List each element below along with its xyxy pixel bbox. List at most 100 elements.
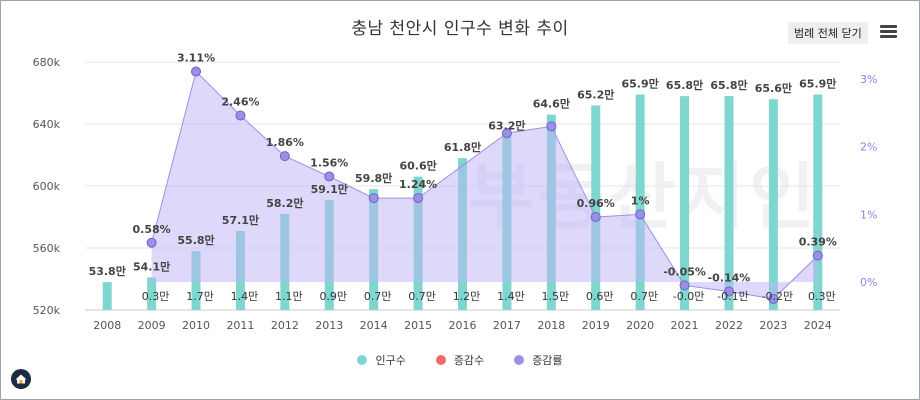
rate-point[interactable] — [368, 193, 379, 204]
population-bar[interactable] — [813, 94, 823, 310]
population-label: 53.8만 — [89, 264, 126, 278]
rate-label: 1% — [631, 194, 650, 207]
rate-label: -0.14% — [708, 271, 751, 284]
change-label: 1.4만 — [497, 290, 525, 303]
change-label: 1.5만 — [542, 290, 570, 303]
x-tick-label: 2017 — [493, 319, 521, 332]
rate-point[interactable] — [324, 171, 335, 182]
y-left-tick-label: 600k — [33, 180, 61, 193]
rate-point[interactable] — [279, 151, 290, 162]
legend-toggle-button[interactable]: 범례 전체 닫기 — [788, 22, 868, 44]
population-label: 65.8만 — [710, 78, 747, 92]
population-label: 65.8만 — [666, 78, 703, 92]
population-label: 61.8만 — [444, 140, 481, 154]
change-label: 0.3만 — [142, 290, 170, 303]
population-label: 54.1만 — [133, 259, 170, 273]
rate-point[interactable] — [768, 293, 779, 304]
x-tick-label: 2021 — [671, 319, 699, 332]
x-tick-label: 2023 — [759, 319, 787, 332]
x-tick-label: 2011 — [226, 319, 254, 332]
change-label: 0.7만 — [364, 290, 392, 303]
population-label: 63.2만 — [488, 118, 525, 132]
hamburger-menu-icon[interactable] — [880, 25, 897, 39]
x-tick-label: 2015 — [404, 319, 432, 332]
legend-item-change[interactable]: 증감수 — [435, 352, 485, 368]
home-icon[interactable] — [11, 369, 31, 389]
y-left-tick-label: 680k — [33, 56, 61, 69]
population-label: 64.6만 — [533, 97, 570, 111]
y-left-tick-label: 520k — [33, 304, 61, 317]
x-tick-label: 2020 — [626, 319, 654, 332]
rate-point[interactable] — [191, 66, 202, 77]
rate-point[interactable] — [546, 121, 557, 132]
chart-legend: 인구수 증감수 증감률 — [0, 352, 920, 368]
population-label: 60.6만 — [399, 159, 436, 173]
rate-label: 1.56% — [310, 156, 348, 169]
x-tick-label: 2016 — [449, 319, 477, 332]
x-tick-label: 2012 — [271, 319, 299, 332]
legend-marker-population — [357, 355, 368, 365]
x-tick-label: 2010 — [182, 319, 210, 332]
y-left-tick-label: 560k — [33, 242, 61, 255]
change-label: 1.4만 — [231, 290, 259, 303]
rate-point[interactable] — [723, 286, 734, 297]
x-tick-label: 2022 — [715, 319, 743, 332]
population-bar[interactable] — [768, 99, 778, 310]
legend-item-rate[interactable]: 증감률 — [514, 352, 563, 368]
x-tick-label: 2008 — [93, 319, 121, 332]
legend-marker-change — [435, 355, 446, 365]
population-bar[interactable] — [635, 94, 645, 310]
rate-point[interactable] — [590, 212, 601, 223]
change-label: -0.2만 — [762, 290, 794, 303]
chart-title: 충남 천안시 인구수 변화 추이 — [351, 19, 569, 39]
rate-point[interactable] — [501, 128, 512, 139]
x-tick-label: 2013 — [315, 319, 343, 332]
rate-label: -0.05% — [663, 265, 706, 278]
rate-point[interactable] — [635, 209, 646, 220]
rate-point[interactable] — [679, 280, 690, 291]
change-label: 1.1만 — [275, 290, 303, 303]
population-bar[interactable] — [591, 105, 601, 311]
y-right-tick-label: 0% — [860, 276, 877, 289]
rate-label: 2.46% — [221, 96, 259, 109]
legend-marker-rate — [514, 355, 525, 365]
population-label: 59.8만 — [355, 171, 392, 185]
rate-label: 1.24% — [399, 178, 437, 191]
rate-point[interactable] — [146, 237, 157, 248]
population-bar[interactable] — [147, 277, 157, 310]
rate-point[interactable] — [413, 193, 424, 204]
population-bar[interactable] — [680, 96, 690, 310]
population-label: 58.2만 — [266, 196, 303, 210]
change-label: 0.7만 — [408, 290, 436, 303]
change-label: 1.7만 — [186, 290, 214, 303]
legend-item-population[interactable]: 인구수 — [357, 352, 406, 368]
rate-label: 0.96% — [577, 197, 615, 210]
rate-point[interactable] — [235, 110, 246, 121]
population-bar[interactable] — [724, 96, 734, 310]
y-right-tick-label: 1% — [860, 208, 877, 221]
change-label: -0.1만 — [717, 290, 749, 303]
rate-label: 3.11% — [177, 52, 215, 65]
rate-area — [151, 71, 818, 299]
population-label: 65.2만 — [577, 87, 614, 101]
y-right-tick-label: 2% — [860, 141, 877, 154]
x-tick-label: 2024 — [804, 319, 832, 332]
legend-label-change: 증감수 — [453, 354, 485, 367]
rate-label: 0.58% — [133, 223, 171, 236]
population-label: 65.9만 — [622, 77, 659, 91]
change-label: 0.9만 — [319, 290, 347, 303]
change-label: 0.3만 — [808, 290, 836, 303]
population-label: 65.6만 — [755, 81, 792, 95]
population-label: 55.8만 — [177, 233, 214, 247]
change-label: 0.6만 — [586, 290, 614, 303]
rate-label: 0.39% — [799, 236, 837, 249]
x-tick-label: 2014 — [360, 319, 388, 332]
population-label: 65.9만 — [799, 77, 836, 91]
population-bar[interactable] — [102, 282, 112, 310]
x-tick-label: 2009 — [138, 319, 166, 332]
rate-point[interactable] — [812, 250, 823, 261]
change-label: 1.2만 — [453, 290, 481, 303]
legend-label-rate: 증감률 — [532, 354, 563, 367]
population-label: 57.1만 — [222, 213, 259, 227]
